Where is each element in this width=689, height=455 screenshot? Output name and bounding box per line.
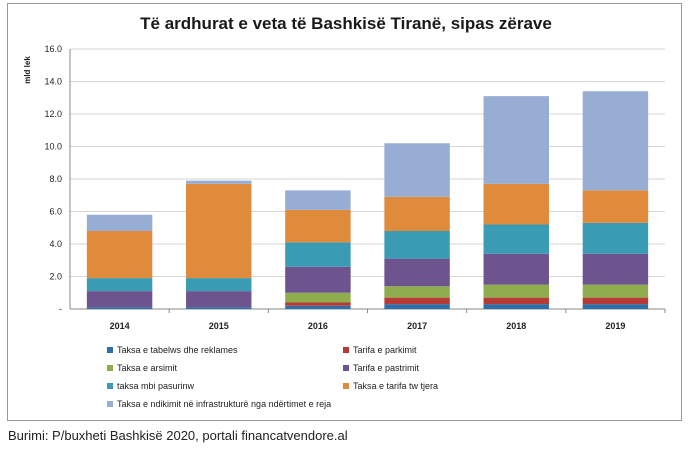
x-tick-label: 2014 bbox=[110, 321, 130, 331]
bar-segment bbox=[582, 91, 649, 191]
bar-segment bbox=[186, 278, 252, 292]
bar-segment bbox=[582, 284, 649, 298]
x-tick-label: 2015 bbox=[209, 321, 229, 331]
bar-segment bbox=[384, 143, 450, 197]
bar-segment bbox=[483, 224, 549, 254]
legend-swatch bbox=[343, 347, 349, 353]
bar-segment bbox=[86, 214, 153, 231]
bar-segment bbox=[285, 209, 351, 243]
bar-segment bbox=[285, 242, 351, 267]
bar-segment bbox=[285, 305, 351, 309]
y-tick-label: 14.0 bbox=[44, 77, 62, 87]
bar-segment bbox=[384, 231, 450, 259]
legend-swatch bbox=[107, 347, 113, 353]
bar-segment bbox=[582, 253, 649, 285]
y-tick-label: 8.0 bbox=[49, 174, 62, 184]
x-tick-label: 2016 bbox=[308, 321, 328, 331]
bar-segment bbox=[285, 292, 351, 303]
y-tick-label: 4.0 bbox=[49, 239, 62, 249]
bar-segment bbox=[384, 304, 450, 309]
bar-segment bbox=[86, 307, 153, 309]
bar-segment bbox=[285, 266, 351, 293]
bar-segment bbox=[384, 297, 450, 305]
bar-segment bbox=[384, 196, 450, 231]
legend-label: Taksa e arsimit bbox=[117, 363, 178, 373]
legend-swatch bbox=[107, 365, 113, 371]
legend-swatch bbox=[107, 383, 113, 389]
chart-title: Të ardhurat e veta të Bashkisë Tiranë, s… bbox=[140, 14, 552, 33]
bar-segment bbox=[86, 278, 153, 292]
legend-label: Taksa e tarifa tw tjera bbox=[353, 381, 438, 391]
bar-segment bbox=[582, 190, 649, 223]
x-tick-label: 2019 bbox=[605, 321, 625, 331]
y-axis-label: mld lek bbox=[23, 56, 32, 84]
bar-segment bbox=[483, 297, 549, 305]
bar-segment bbox=[186, 180, 252, 184]
y-tick-label: 10.0 bbox=[44, 142, 62, 152]
legend-label: Taksa e tabelws dhe reklames bbox=[117, 345, 238, 355]
bar-segment bbox=[483, 183, 549, 225]
bar-segment bbox=[483, 253, 549, 285]
bar-segment bbox=[483, 304, 549, 309]
bar-segment bbox=[285, 302, 351, 306]
y-tick-label: 6.0 bbox=[49, 207, 62, 217]
legend-label: taksa mbi pasurinw bbox=[117, 381, 195, 391]
bar-segment bbox=[186, 183, 252, 279]
bar-segment bbox=[483, 284, 549, 298]
y-tick-label: 2.0 bbox=[49, 272, 62, 282]
source-note: Burimi: P/buxheti Bashkisë 2020, portali… bbox=[8, 428, 348, 443]
legend-label: Tarifa e parkimit bbox=[353, 345, 417, 355]
bar-segment bbox=[582, 304, 649, 309]
legend-swatch bbox=[107, 401, 113, 407]
legend-label: Tarifa e pastrimit bbox=[353, 363, 420, 373]
y-tick-label: 16.0 bbox=[44, 44, 62, 54]
y-tick-label: 12.0 bbox=[44, 109, 62, 119]
bar-segment bbox=[582, 297, 649, 305]
bar-segment bbox=[186, 307, 252, 309]
bar-segment bbox=[483, 96, 549, 184]
legend-swatch bbox=[343, 383, 349, 389]
chart: Të ardhurat e veta të Bashkisë Tiranë, s… bbox=[23, 14, 666, 409]
y-tick-label: - bbox=[59, 304, 62, 314]
bar-segment bbox=[384, 286, 450, 298]
x-tick-label: 2017 bbox=[407, 321, 427, 331]
bar-segment bbox=[186, 291, 252, 308]
x-tick-label: 2018 bbox=[506, 321, 526, 331]
legend-label: Taksa e ndikimit në infrastrukturë nga n… bbox=[117, 399, 331, 409]
bar-segment bbox=[582, 222, 649, 254]
bar-segment bbox=[86, 291, 153, 308]
bar-segment bbox=[285, 190, 351, 210]
bar-segment bbox=[384, 258, 450, 287]
chart-frame: Të ardhurat e veta të Bashkisë Tiranë, s… bbox=[7, 3, 682, 421]
bar-segment bbox=[86, 231, 153, 279]
legend-swatch bbox=[343, 365, 349, 371]
